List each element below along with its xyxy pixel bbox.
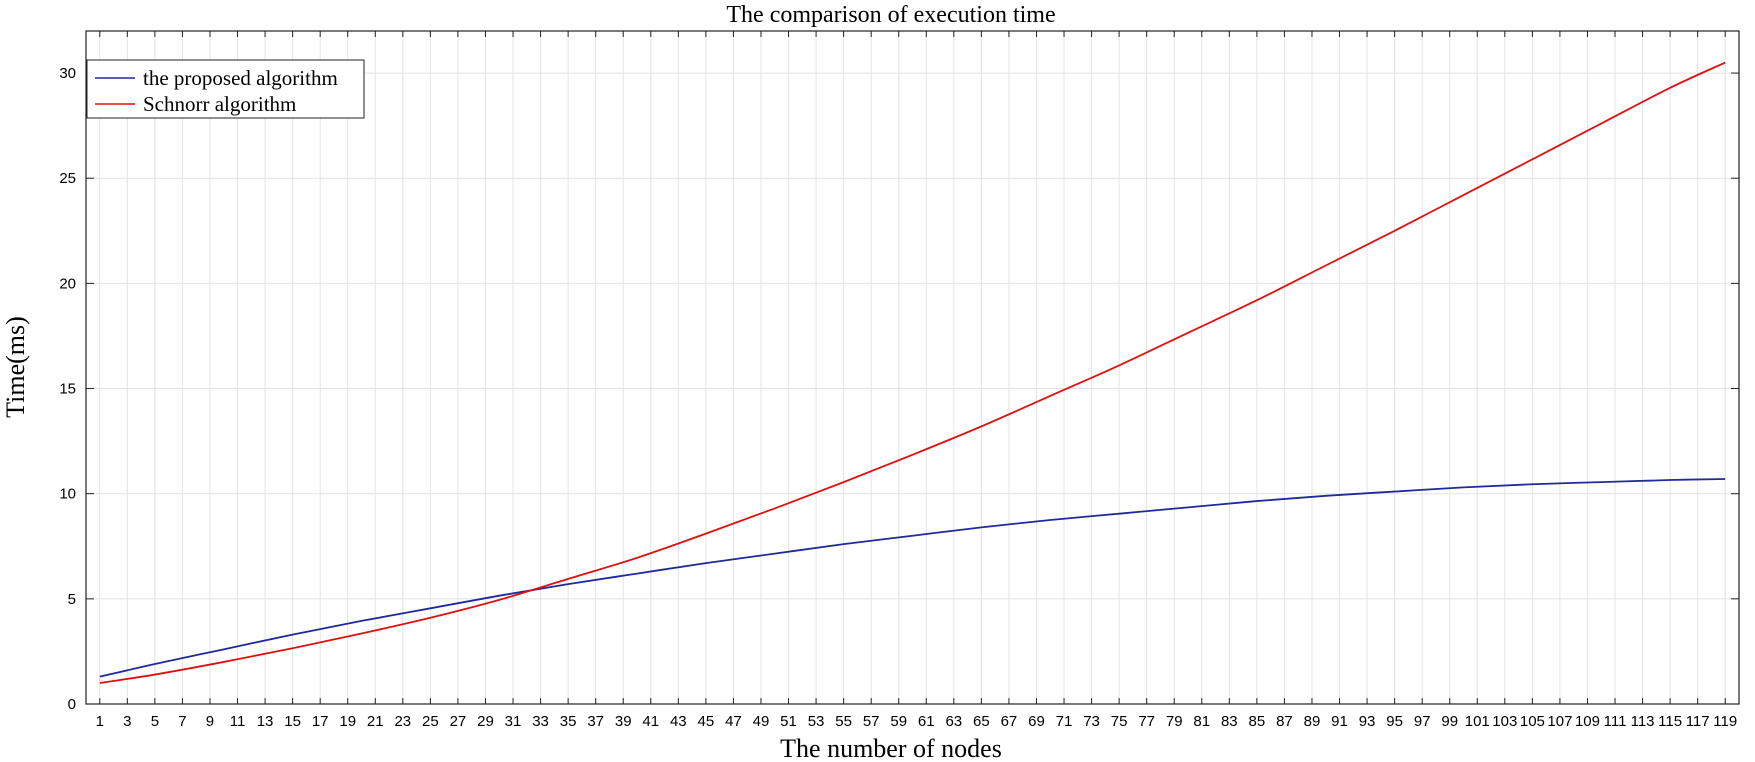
y-tick-label: 25 (59, 170, 76, 187)
x-tick-label: 55 (835, 713, 852, 730)
x-tick-label: 71 (1056, 713, 1073, 730)
x-tick-label: 69 (1028, 713, 1045, 730)
y-tick-label: 15 (59, 381, 76, 398)
x-tick-label: 15 (284, 713, 301, 730)
x-tick-label: 5 (151, 713, 159, 730)
legend-label-proposed: the proposed algorithm (143, 66, 338, 90)
series-line-0 (99, 478, 1726, 678)
x-tick-label: 47 (725, 713, 742, 730)
x-tick-label: 93 (1359, 713, 1376, 730)
series-line-1 (99, 61, 1726, 684)
x-tick-label: 117 (1686, 713, 1710, 730)
x-tick-label: 113 (1631, 713, 1655, 730)
x-tick-label: 35 (560, 713, 577, 730)
x-tick-label: 43 (670, 713, 687, 730)
y-tick-label: 5 (68, 591, 76, 608)
x-tick-label: 7 (178, 713, 186, 730)
x-tick-label: 11 (230, 713, 246, 730)
x-tick-label: 73 (1083, 713, 1100, 730)
x-tick-label: 9 (206, 713, 214, 730)
x-tick-label: 67 (1001, 713, 1018, 730)
x-tick-label: 107 (1547, 713, 1572, 730)
x-tick-label: 59 (890, 713, 907, 730)
grid (86, 31, 1739, 705)
x-tick-label: 89 (1304, 713, 1321, 730)
x-tick-label: 87 (1276, 713, 1293, 730)
x-tick-label: 103 (1492, 713, 1517, 730)
x-tick-label: 41 (642, 713, 659, 730)
x-tick-label: 79 (1166, 713, 1183, 730)
x-tick-label: 27 (450, 713, 467, 730)
x-tick-label: 61 (918, 713, 935, 730)
x-tick-label: 23 (394, 713, 411, 730)
y-tick-label: 0 (68, 696, 76, 713)
tick-marks (86, 31, 1739, 705)
x-tick-label: 31 (505, 713, 522, 730)
x-tick-label: 13 (257, 713, 274, 730)
y-tick-label: 10 (59, 486, 76, 503)
x-tick-label: 19 (339, 713, 356, 730)
x-tick-label: 21 (367, 713, 384, 730)
x-tick-label: 85 (1249, 713, 1266, 730)
x-tick-label: 99 (1441, 713, 1458, 730)
x-tick-label: 91 (1331, 713, 1348, 730)
x-tick-label: 111 (1604, 713, 1627, 730)
x-tick-label: 95 (1386, 713, 1403, 730)
x-tick-label: 49 (753, 713, 770, 730)
x-tick-label: 119 (1713, 713, 1737, 730)
y-axis-label: Time(ms) (1, 316, 30, 418)
x-tick-label: 105 (1520, 713, 1545, 730)
legend: the proposed algorithm Schnorr algorithm (86, 59, 365, 119)
legend-label-schnorr: Schnorr algorithm (143, 92, 296, 116)
x-tick-label: 29 (477, 713, 494, 730)
x-tick-label: 57 (863, 713, 880, 730)
x-tick-label: 3 (123, 713, 131, 730)
x-tick-label: 63 (945, 713, 962, 730)
x-tick-label: 115 (1658, 713, 1682, 730)
y-tick-label: 20 (59, 275, 76, 292)
x-tick-label: 53 (808, 713, 825, 730)
x-tick-label: 51 (780, 713, 797, 730)
x-tick-label: 17 (312, 713, 329, 730)
chart-title: The comparison of execution time (726, 2, 1055, 28)
x-tick-label: 25 (422, 713, 439, 730)
x-tick-label: 101 (1465, 713, 1490, 730)
x-tick-label: 77 (1138, 713, 1155, 730)
x-tick-label: 37 (587, 713, 604, 730)
x-tick-label: 65 (973, 713, 990, 730)
x-tick-label: 45 (698, 713, 715, 730)
y-tick-label: 30 (59, 65, 76, 82)
x-tick-label: 33 (532, 713, 549, 730)
x-tick-label: 39 (615, 713, 632, 730)
x-tick-label: 109 (1575, 713, 1600, 730)
x-tick-label: 97 (1414, 713, 1431, 730)
legend-box (86, 59, 365, 119)
plot-frame (85, 30, 1740, 705)
x-tick-label: 83 (1221, 713, 1238, 730)
x-tick-label: 1 (96, 713, 104, 730)
series-lines (99, 61, 1726, 684)
x-tick-label: 75 (1111, 713, 1128, 730)
x-tick-label: 81 (1193, 713, 1210, 730)
x-axis-label: The number of nodes (780, 734, 1002, 762)
